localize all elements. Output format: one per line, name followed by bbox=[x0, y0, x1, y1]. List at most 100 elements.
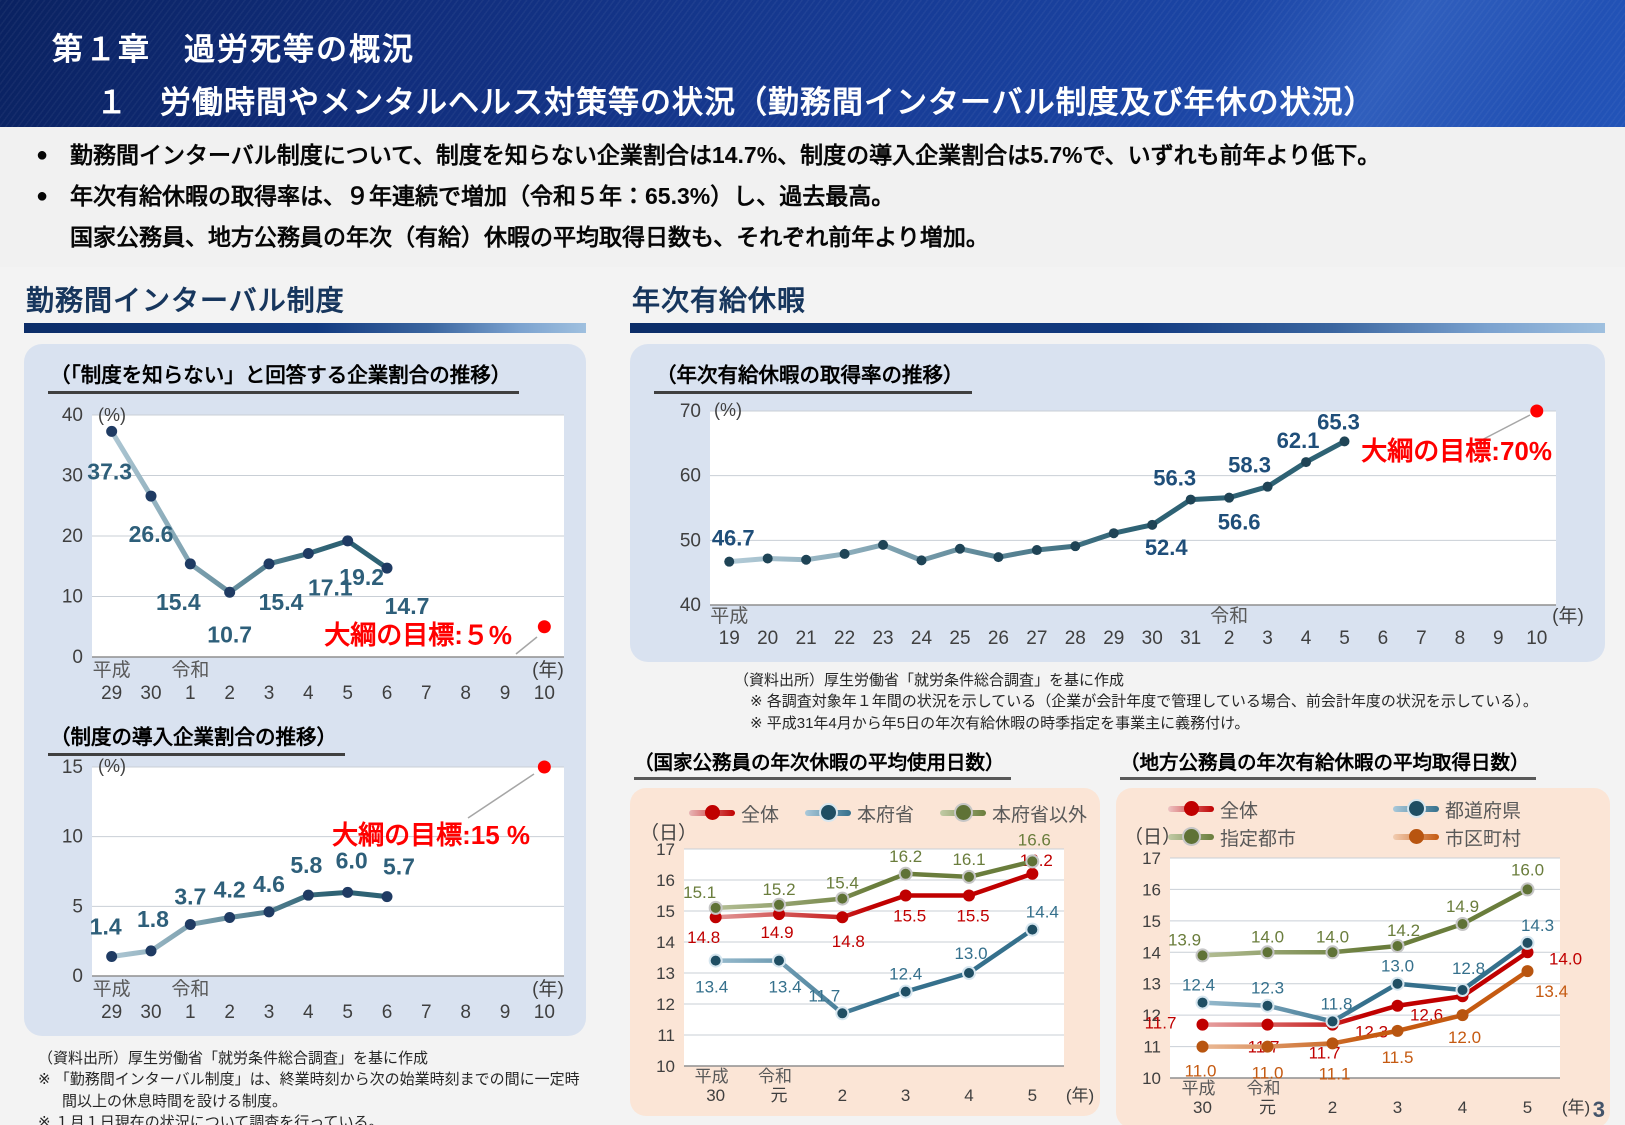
svg-text:2: 2 bbox=[838, 1086, 847, 1105]
svg-text:3: 3 bbox=[264, 683, 275, 704]
legend-item: 都道府県 bbox=[1393, 796, 1606, 822]
svg-text:12: 12 bbox=[656, 995, 675, 1014]
svg-text:62.1: 62.1 bbox=[1277, 428, 1320, 453]
svg-text:4.2: 4.2 bbox=[214, 877, 246, 903]
legend-line-icon bbox=[1168, 801, 1214, 817]
svg-text:15: 15 bbox=[1142, 912, 1161, 931]
svg-text:10: 10 bbox=[62, 827, 83, 848]
svg-text:12.3: 12.3 bbox=[1251, 979, 1284, 998]
svg-text:30: 30 bbox=[1193, 1098, 1212, 1117]
content-columns: 勤務間インターバル制度 （「制度を知らない」と回答する企業割合の推移） 0 10 2… bbox=[0, 267, 1625, 1125]
legend-line-icon bbox=[689, 805, 735, 821]
svg-text:13: 13 bbox=[656, 964, 675, 983]
svg-text:40: 40 bbox=[680, 595, 701, 616]
bullet-dot-icon: ● bbox=[36, 185, 49, 208]
svg-text:29: 29 bbox=[101, 683, 122, 704]
svg-text:(年): (年) bbox=[1562, 1098, 1590, 1117]
paid-leave-rate-panel: （年次有給休暇の取得率の推移） 40 50 60 70 (%) 19 20 21 22 23 24 2… bbox=[630, 344, 1605, 663]
svg-text:3: 3 bbox=[264, 1002, 275, 1023]
unit-day-label: （日） bbox=[640, 823, 698, 845]
legend-item: 本府省以外 bbox=[940, 800, 1087, 826]
svg-text:(年): (年) bbox=[532, 978, 564, 1000]
svg-text:10: 10 bbox=[1526, 628, 1547, 649]
interval-column: 勤務間インターバル制度 （「制度を知らない」と回答する企業割合の推移） 0 10 2… bbox=[24, 273, 586, 1125]
svg-text:16.0: 16.0 bbox=[1511, 860, 1544, 879]
svg-text:5: 5 bbox=[1028, 1086, 1037, 1105]
public-servant-charts-row: （国家公務員の年次休暇の平均使用日数） （日） 全体 本府省 本府省以外 10 11 1… bbox=[630, 736, 1610, 1125]
local-chart-legend: 全体 都道府県 指定都市 市区町村 bbox=[1168, 796, 1606, 850]
svg-text:19: 19 bbox=[719, 628, 740, 649]
svg-text:14.0: 14.0 bbox=[1251, 927, 1284, 946]
svg-text:30: 30 bbox=[706, 1086, 725, 1105]
chart-adoption-rate: 0 5 10 15 (%) 29 30 1 2 3 4 5 6 7 8 9 10 平成 令和 (年) 1.4 1.83.7… bbox=[62, 758, 564, 1023]
svg-text:15.5: 15.5 bbox=[956, 907, 989, 926]
legend-label: 全体 bbox=[741, 804, 780, 826]
svg-text:30: 30 bbox=[140, 1002, 161, 1023]
svg-text:(年): (年) bbox=[532, 659, 564, 681]
svg-text:30: 30 bbox=[140, 683, 161, 704]
svg-text:14.8: 14.8 bbox=[687, 928, 720, 947]
legend-label: 本府省 bbox=[857, 804, 915, 826]
svg-text:(%): (%) bbox=[98, 405, 126, 425]
chart-title-national: （国家公務員の年次休暇の平均使用日数） bbox=[634, 746, 1011, 781]
svg-text:31: 31 bbox=[1180, 628, 1201, 649]
svg-text:26.6: 26.6 bbox=[129, 521, 174, 547]
svg-text:6.0: 6.0 bbox=[336, 848, 368, 874]
svg-text:29: 29 bbox=[1103, 628, 1124, 649]
footnote: ※ １月１日現在の状況について調査を行っている。 bbox=[38, 1114, 384, 1125]
svg-text:6: 6 bbox=[1378, 628, 1389, 649]
svg-text:平成: 平成 bbox=[93, 659, 131, 681]
svg-text:14: 14 bbox=[656, 933, 675, 952]
local-servant-block: （地方公務員の年次有給休暇の平均取得日数） （日） 全体 都道府県 指定都市 市区町村… bbox=[1116, 736, 1610, 1125]
svg-text:大綱の目標:70%: 大綱の目標:70% bbox=[1361, 436, 1552, 466]
legend-label: 指定都市 bbox=[1220, 828, 1297, 850]
svg-text:11.7: 11.7 bbox=[1145, 1014, 1177, 1033]
svg-text:10.7: 10.7 bbox=[207, 621, 252, 647]
svg-text:37.3: 37.3 bbox=[87, 458, 132, 484]
svg-text:1.8: 1.8 bbox=[137, 906, 169, 932]
svg-text:(%): (%) bbox=[98, 758, 126, 776]
svg-text:1.4: 1.4 bbox=[90, 914, 122, 940]
chart-national-servant: 10 11 12 13 14 15 16 17 30 元 2 3 4 5 平成 令和 (年) 14.8 14.9 14… bbox=[656, 830, 1094, 1105]
svg-text:8: 8 bbox=[460, 1002, 471, 1023]
svg-text:16.6: 16.6 bbox=[1018, 830, 1051, 849]
svg-text:24: 24 bbox=[911, 628, 933, 649]
svg-text:令和: 令和 bbox=[171, 978, 209, 1000]
section-title-paid-leave: 年次有給休暇 bbox=[632, 285, 807, 317]
svg-text:5.7: 5.7 bbox=[383, 854, 415, 880]
svg-text:13.4: 13.4 bbox=[1535, 982, 1568, 1001]
svg-text:15: 15 bbox=[62, 758, 83, 778]
svg-text:10: 10 bbox=[534, 683, 555, 704]
svg-text:17: 17 bbox=[656, 840, 675, 859]
svg-text:4: 4 bbox=[964, 1086, 973, 1105]
svg-text:28: 28 bbox=[1065, 628, 1086, 649]
svg-text:1: 1 bbox=[185, 683, 196, 704]
svg-text:30: 30 bbox=[62, 466, 83, 487]
svg-text:13: 13 bbox=[1142, 975, 1161, 994]
chapter-title: 第１章 過労死等の概況 bbox=[52, 32, 415, 67]
legend-label: 全体 bbox=[1220, 800, 1259, 822]
svg-text:17.1: 17.1 bbox=[308, 575, 353, 601]
svg-text:15.4: 15.4 bbox=[826, 874, 859, 893]
svg-text:13.9: 13.9 bbox=[1168, 930, 1201, 949]
svg-text:3.7: 3.7 bbox=[174, 884, 206, 910]
svg-text:15.1: 15.1 bbox=[683, 883, 716, 902]
svg-text:20: 20 bbox=[757, 628, 778, 649]
source-note: （資料出所）厚生労働省「就労条件総合調査」を基に作成 bbox=[734, 672, 1125, 690]
footnote: ※ 「勤務間インターバル制度」は、終業時刻から次の始業時刻までの間に一定時間以上… bbox=[38, 1071, 580, 1110]
svg-text:2: 2 bbox=[224, 1002, 235, 1023]
svg-text:7: 7 bbox=[421, 1002, 432, 1023]
svg-text:8: 8 bbox=[460, 683, 471, 704]
svg-text:大綱の目標:15 %: 大綱の目標:15 % bbox=[332, 820, 530, 850]
legend-label: 本府省以外 bbox=[992, 804, 1088, 826]
page-header: 第１章 過労死等の概況 １ 労働時間やメンタルヘルス対策等の状況（勤務間インター… bbox=[0, 0, 1625, 127]
svg-text:(年): (年) bbox=[1552, 605, 1584, 627]
section-title-underline bbox=[630, 323, 1605, 334]
svg-text:5.8: 5.8 bbox=[290, 852, 322, 878]
svg-text:22: 22 bbox=[834, 628, 855, 649]
national-chart-panel: （日） 全体 本府省 本府省以外 10 11 12 13 14 15 16 17 30 元 2 3 4 5 平成… bbox=[630, 788, 1100, 1117]
svg-text:大綱の目標:５%: 大綱の目標:５% bbox=[324, 620, 512, 650]
svg-text:元: 元 bbox=[771, 1086, 788, 1105]
svg-text:58.3: 58.3 bbox=[1228, 453, 1271, 478]
